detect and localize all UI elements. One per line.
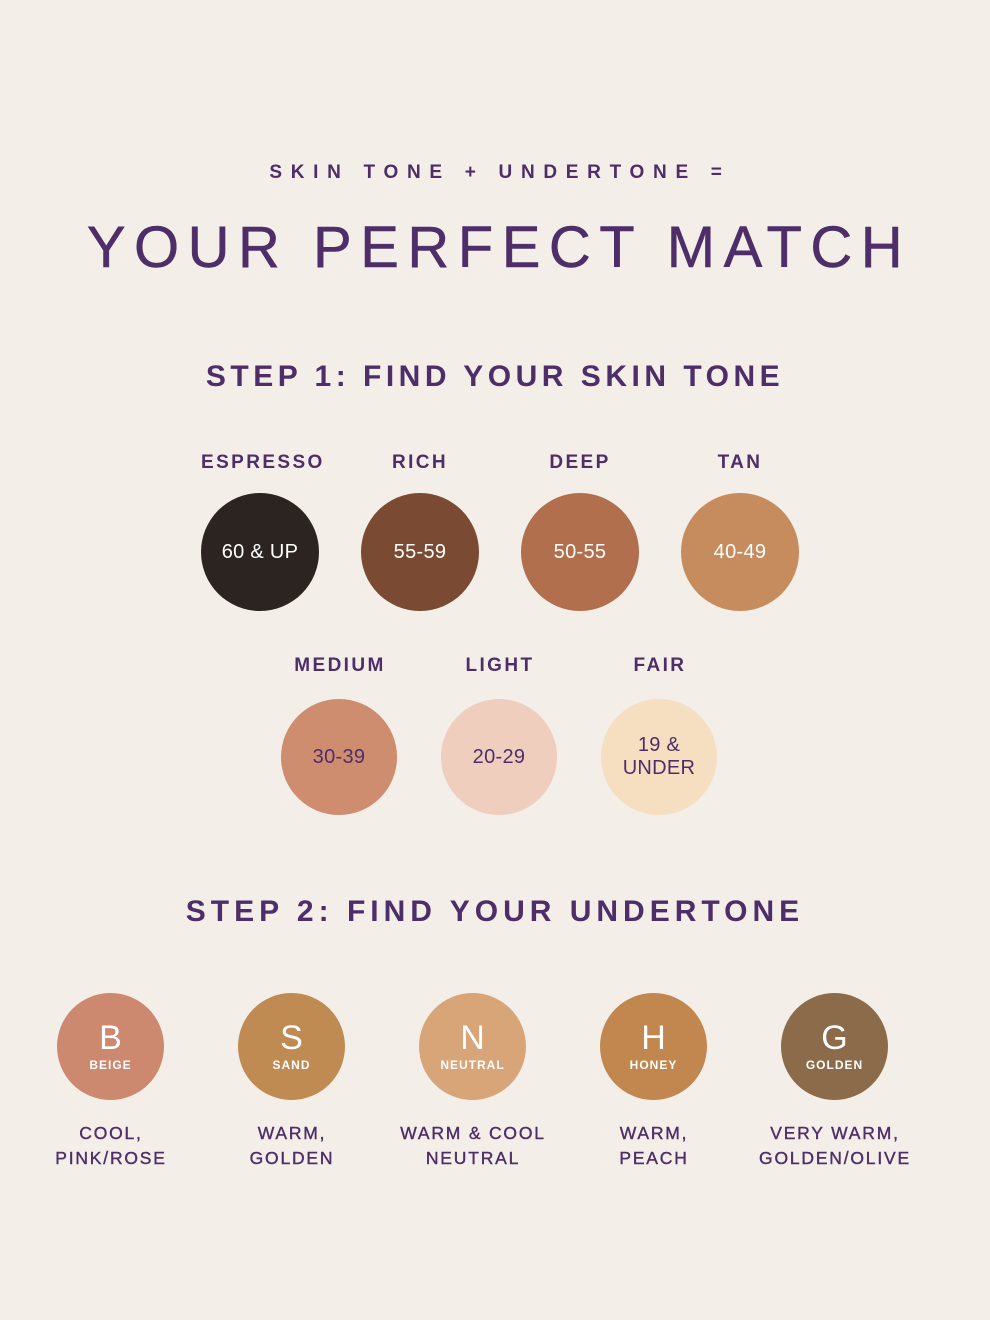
svg-text:WARM & COOL: WARM & COOL — [400, 1123, 546, 1143]
svg-text:GOLDEN: GOLDEN — [250, 1148, 335, 1168]
svg-text:WARM,: WARM, — [620, 1123, 689, 1143]
svg-text:SKIN TONE + UNDERTONE =: SKIN TONE + UNDERTONE = — [269, 162, 730, 183]
svg-text:PEACH: PEACH — [619, 1148, 688, 1168]
svg-text:GOLDEN/OLIVE: GOLDEN/OLIVE — [759, 1148, 911, 1168]
svg-text:WARM,: WARM, — [258, 1123, 327, 1143]
svg-text:YOUR PERFECT MATCH: YOUR PERFECT MATCH — [87, 215, 911, 280]
svg-text:COOL,: COOL, — [79, 1123, 142, 1143]
svg-text:NEUTRAL: NEUTRAL — [426, 1148, 520, 1168]
svg-text:PINK/ROSE: PINK/ROSE — [55, 1148, 167, 1168]
svg-text:VERY WARM,: VERY WARM, — [770, 1123, 900, 1143]
